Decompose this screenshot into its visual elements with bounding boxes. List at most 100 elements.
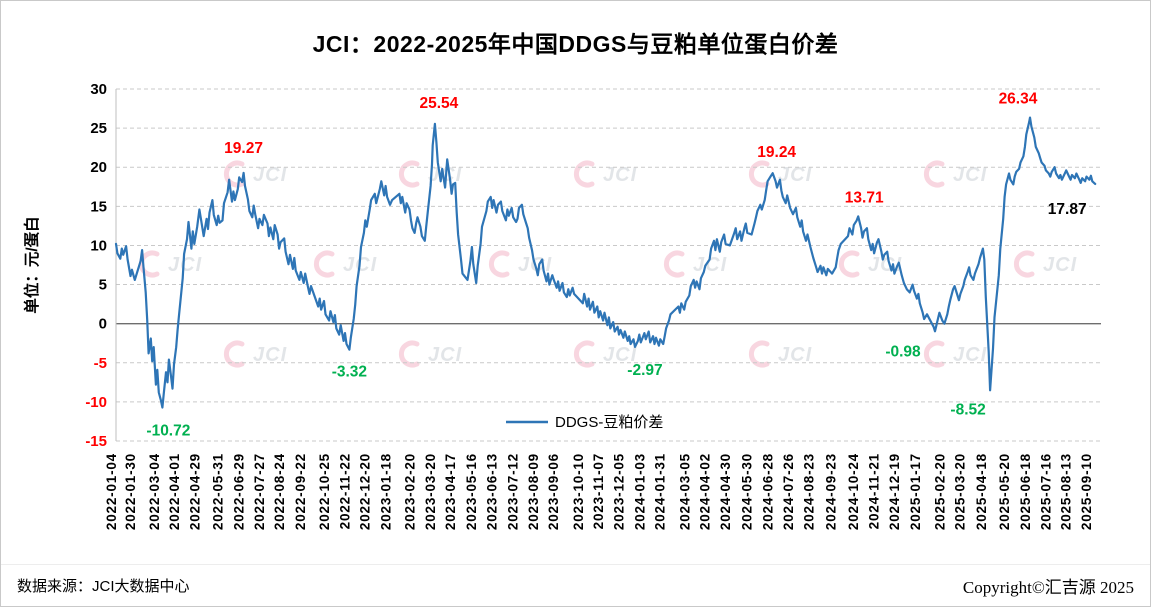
x-tick-label: 2025-09-10 (1079, 453, 1094, 530)
y-tick-label: 5 (99, 277, 107, 294)
price-spread-line-chart: JCI JCI JCI JCI JCI JCI JCI JCI JCI JCI JCI JCI JCI J… (22, 81, 1101, 530)
y-tick-label: 30 (90, 81, 107, 98)
x-tick-label: 2025-08-13 (1059, 453, 1074, 530)
watermark-layer: JCI JCI JCI JCI JCI JCI JCI JCI JCI JCI JCI JCI JCI J… (138, 160, 1076, 368)
jci-watermark-icon: JCI (923, 340, 987, 368)
x-tick-label: 2022-01-04 (104, 453, 119, 530)
x-tick-label: 2022-06-29 (232, 453, 247, 530)
x-tick-label: 2022-01-30 (123, 453, 138, 530)
x-tick-label: 2025-01-17 (908, 453, 923, 530)
x-tick-label: 2024-01-31 (653, 453, 668, 530)
x-tick-label: 2025-05-20 (997, 453, 1012, 530)
x-tick-label: 2023-11-07 (591, 453, 606, 529)
watermark-text: JCI (778, 344, 812, 366)
jci-watermark-icon: JCI (1013, 250, 1076, 278)
x-tick-label: 2025-06-18 (1018, 453, 1033, 530)
annotation-label: -2.97 (627, 362, 662, 379)
x-tick-label: 2022-08-24 (272, 453, 287, 530)
jci-watermark-icon: JCI (573, 160, 637, 188)
x-tick-label: 2024-03-05 (677, 453, 692, 530)
x-tick-label: 2022-12-20 (358, 453, 373, 530)
x-tick-label: 2022-11-22 (337, 453, 352, 529)
x-tick-label: 2024-07-26 (781, 453, 796, 530)
x-tick-label: 2024-05-30 (740, 453, 755, 530)
x-tick-label: 2022-07-27 (252, 453, 267, 530)
x-tick-label: 2022-10-25 (317, 453, 332, 530)
annotation-label: 25.54 (420, 95, 459, 112)
annotation-label: -10.72 (146, 423, 190, 440)
jci-watermark-icon: JCI (663, 250, 727, 278)
y-tick-label: 15 (90, 198, 107, 215)
annotation-label: -3.32 (332, 364, 367, 381)
watermark-text: JCI (253, 164, 287, 186)
x-tick-label: 2024-09-23 (824, 453, 839, 530)
x-tick-label: 2022-05-31 (211, 453, 226, 530)
x-tick-label: 2023-12-05 (611, 453, 626, 530)
watermark-text: JCI (953, 344, 987, 366)
annotation-label: -0.98 (885, 343, 921, 360)
annotation-label: -8.52 (950, 401, 985, 418)
x-tick-label: 2023-03-20 (423, 453, 438, 530)
y-tick-label: -10 (85, 394, 107, 411)
x-tick-label: 2024-04-02 (698, 453, 713, 530)
y-tick-label: -15 (85, 433, 107, 450)
x-tick-label: 2023-07-12 (506, 453, 521, 530)
footer: 数据来源：JCI大数据中心 Copyright©汇吉源 2025 (1, 564, 1150, 606)
annotation-label: 17.87 (1048, 201, 1087, 218)
watermark-text: JCI (603, 164, 637, 186)
x-tick-label: 2023-10-10 (571, 453, 586, 530)
x-tick-label: 2024-06-28 (761, 453, 776, 530)
watermark-text: JCI (603, 344, 637, 366)
legend: DDGS-豆粕价差 (506, 414, 663, 431)
watermark-text: JCI (253, 344, 287, 366)
x-tick-label: 2024-11-21 (866, 453, 881, 529)
watermark-text: JCI (428, 164, 462, 186)
series-line-ddgs-spread (114, 116, 1097, 409)
jci-watermark-icon: JCI (223, 340, 287, 368)
y-tick-label: 20 (90, 159, 107, 176)
y-tick-label: 10 (90, 237, 107, 254)
x-tick-label: 2023-01-18 (379, 453, 394, 530)
jci-watermark-icon: JCI (138, 250, 202, 278)
x-tick-label: 2024-12-19 (887, 453, 902, 530)
x-tick-label: 2024-01-03 (632, 453, 647, 530)
watermark-text: JCI (693, 254, 727, 276)
x-tick-label: 2023-02-20 (403, 453, 418, 530)
chart-title: JCI：2022-2025年中国DDGS与豆粕单位蛋白价差 (312, 31, 839, 57)
jci-watermark-icon: JCI (398, 340, 461, 368)
y-axis-title: 单位：元/蛋白 (22, 216, 41, 313)
jci-watermark-icon: JCI (748, 160, 812, 188)
x-tick-label: 2022-04-29 (187, 453, 202, 530)
x-tick-label: 2023-05-16 (464, 453, 479, 530)
annotation-label: 19.24 (757, 144, 796, 161)
x-tick-label: 2025-03-20 (953, 453, 968, 530)
data-source-label: 数据来源：JCI大数据中心 (17, 578, 190, 595)
watermark-text: JCI (168, 254, 202, 276)
copyright-label: Copyright©汇吉源 2025 (962, 578, 1134, 597)
x-tick-label: 2025-04-18 (974, 453, 989, 530)
x-tick-label: 2025-07-16 (1038, 453, 1053, 530)
legend-label: DDGS-豆粕价差 (555, 414, 663, 431)
y-tick-label: 0 (99, 316, 107, 333)
x-tick-label: 2022-04-01 (167, 453, 182, 530)
jci-watermark-icon: JCI (398, 160, 462, 188)
x-tick-label: 2024-04-30 (718, 453, 733, 530)
x-tick-label: 2024-10-24 (846, 453, 861, 530)
jci-watermark-icon: JCI (748, 340, 812, 368)
watermark-text: JCI (778, 164, 812, 186)
x-tick-label: 2023-08-09 (526, 453, 541, 530)
x-tick-label: 2023-04-17 (443, 453, 458, 530)
jci-watermark-icon: JCI (923, 160, 987, 188)
jci-watermark-icon: JCI (313, 250, 376, 278)
watermark-text: JCI (953, 164, 987, 186)
jci-watermark-icon: JCI (223, 160, 287, 188)
x-tick-label: 2022-09-22 (293, 453, 308, 530)
x-tick-label: 2025-02-20 (932, 453, 947, 530)
y-tick-label: -5 (94, 355, 107, 372)
x-tick-label: 2023-06-13 (485, 453, 500, 530)
x-tick-label: 2024-08-23 (801, 453, 816, 530)
annotation-label: 13.71 (845, 189, 884, 206)
jci-watermark-icon: JCI (573, 340, 637, 368)
x-tick-label: 2023-09-06 (546, 453, 561, 530)
